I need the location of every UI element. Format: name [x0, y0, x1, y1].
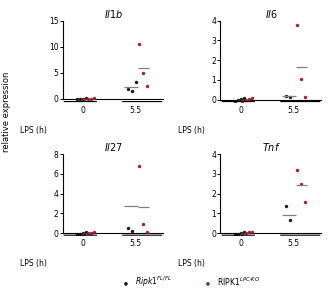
Point: [85, 231, 90, 236]
Point: [82, 232, 87, 236]
Point: [85, 97, 90, 101]
Point: [243, 231, 248, 235]
Point: [294, 168, 299, 172]
Text: LPS (h): LPS (h): [178, 260, 205, 268]
Point: [77, 97, 82, 101]
Title: $\it{Il6}$: $\it{Il6}$: [265, 8, 278, 20]
Point: [283, 93, 289, 98]
Point: [144, 83, 150, 88]
Point: [125, 86, 131, 91]
Point: [235, 98, 240, 102]
Point: [77, 231, 82, 236]
Point: [283, 203, 289, 208]
Point: [129, 228, 135, 233]
Title: $\it{Il1b}$: $\it{Il1b}$: [104, 8, 123, 20]
Point: [74, 97, 79, 102]
Point: [298, 181, 304, 186]
Title: $\it{Tnf}$: $\it{Tnf}$: [262, 141, 281, 153]
Point: [235, 231, 240, 236]
Point: [140, 222, 146, 227]
Text: relative expression: relative expression: [2, 71, 11, 152]
Point: [88, 230, 93, 235]
Point: [294, 22, 299, 27]
Text: $\bullet$: $\bullet$: [203, 276, 211, 289]
Text: LPS (h): LPS (h): [178, 126, 205, 135]
Point: [232, 98, 237, 103]
Point: [91, 96, 96, 101]
Point: [88, 96, 93, 101]
Point: [74, 232, 79, 237]
Point: [134, 80, 139, 85]
Point: [80, 230, 86, 235]
Point: [238, 230, 243, 235]
Text: $\bullet$: $\bullet$: [121, 276, 129, 289]
Point: [91, 230, 96, 234]
Point: [287, 95, 292, 100]
Point: [140, 71, 146, 75]
Point: [82, 97, 87, 102]
Point: [241, 96, 247, 100]
Point: [287, 218, 292, 223]
Point: [303, 95, 308, 100]
Point: [80, 96, 86, 101]
Text: LPS (h): LPS (h): [20, 260, 47, 268]
Point: [238, 97, 243, 101]
Point: [298, 76, 304, 81]
Point: [246, 96, 251, 101]
Point: [241, 230, 247, 234]
Point: [83, 230, 89, 235]
Point: [129, 89, 135, 93]
Point: [240, 232, 245, 236]
Text: RIPK1$^{LPC\text{-}KO}$: RIPK1$^{LPC\text{-}KO}$: [217, 276, 261, 288]
Point: [246, 230, 251, 235]
Title: $\it{Il27}$: $\it{Il27}$: [104, 141, 123, 153]
Point: [243, 97, 248, 102]
Point: [136, 42, 141, 46]
Point: [249, 96, 255, 101]
Point: [125, 226, 131, 230]
Point: [240, 98, 245, 103]
Text: LPS (h): LPS (h): [20, 126, 47, 135]
Point: [144, 229, 150, 234]
Point: [232, 232, 237, 237]
Point: [136, 164, 141, 168]
Point: [303, 199, 308, 204]
Point: [249, 229, 255, 234]
Point: [83, 96, 89, 101]
Text: $\it{Ripk1}$$^{\it{FL/FL}}$: $\it{Ripk1}$$^{\it{FL/FL}}$: [135, 275, 172, 289]
